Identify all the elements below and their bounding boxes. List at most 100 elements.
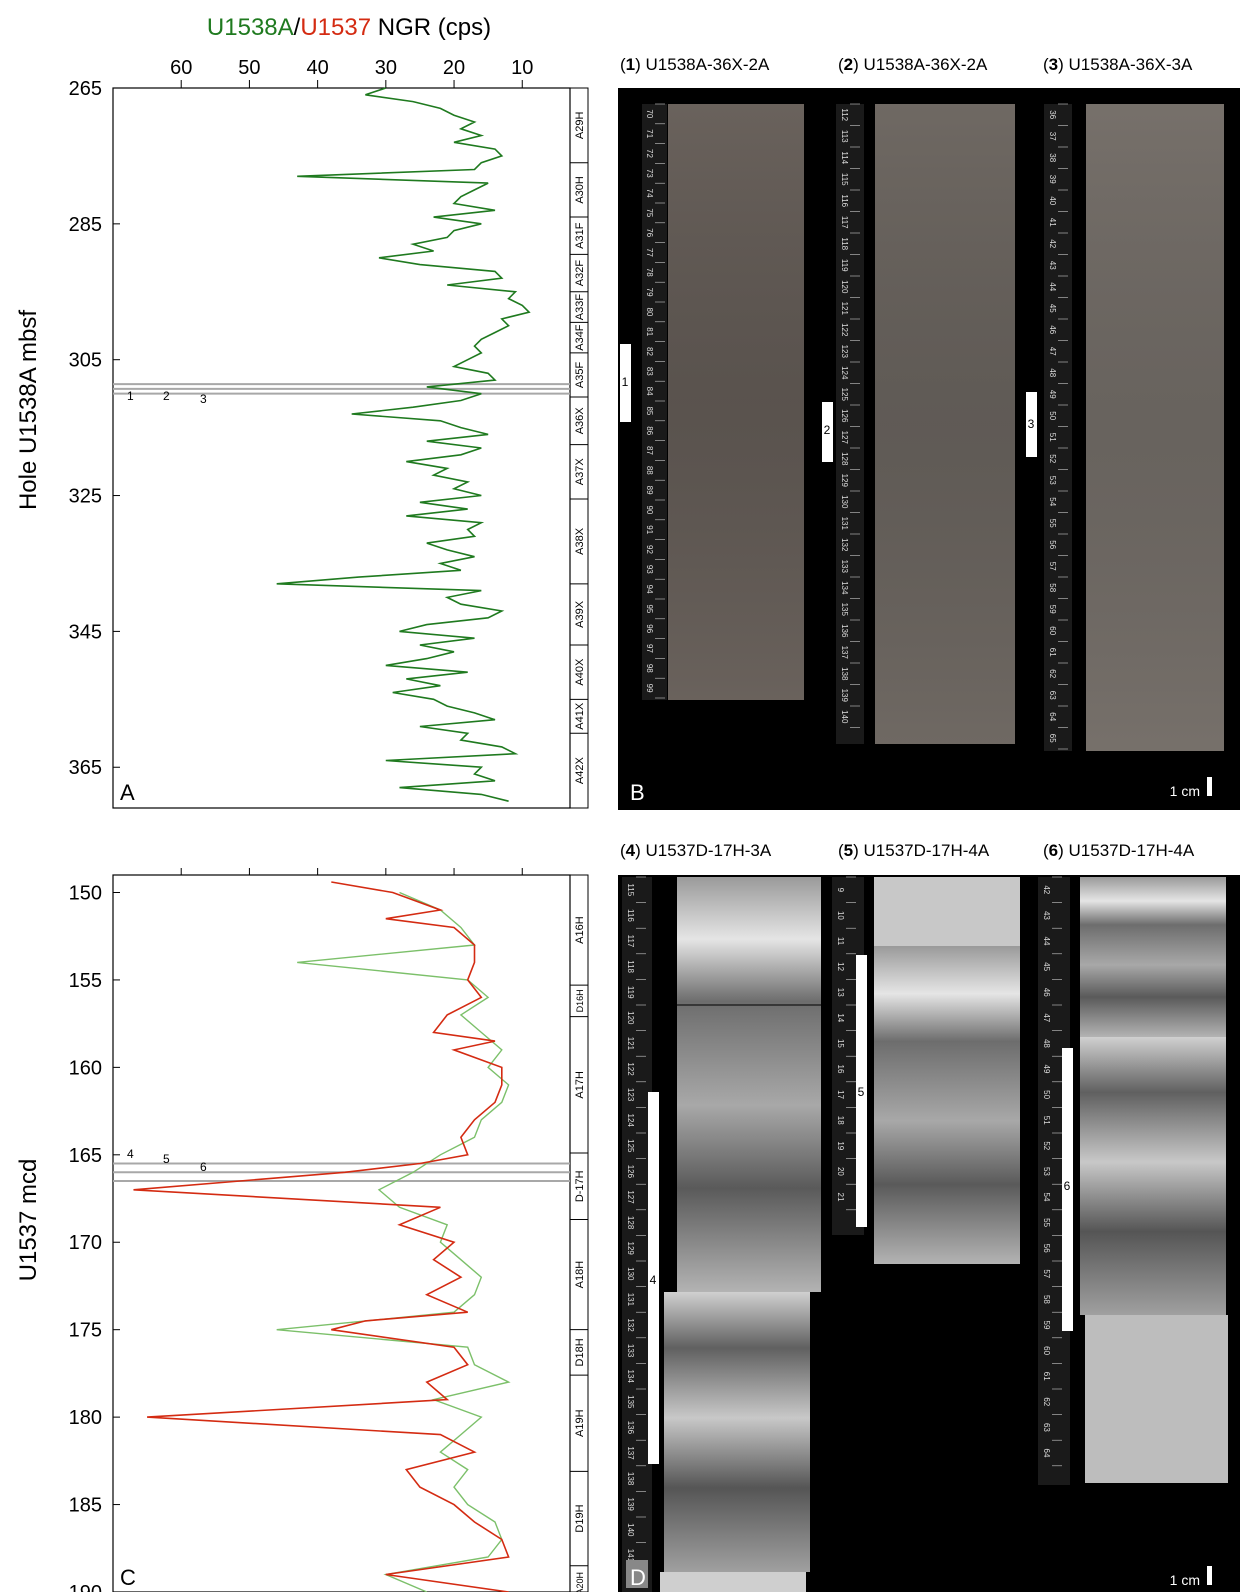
ruler-label: 55 bbox=[1048, 519, 1057, 528]
ruler-label: 128 bbox=[626, 1216, 635, 1230]
ruler-label: 120 bbox=[626, 1011, 635, 1025]
panel-c-x-ticks bbox=[180, 868, 523, 875]
x-tick-label-40: 40 bbox=[307, 57, 329, 79]
ruler-label: 138 bbox=[626, 1472, 635, 1486]
u1537-ngr-line bbox=[133, 881, 510, 1592]
ruler-label: 116 bbox=[626, 909, 635, 922]
section-title-1: (1) U1538A-36X-2A bbox=[620, 55, 770, 74]
ruler-label: 124 bbox=[626, 1114, 635, 1128]
core-label-A40X: A40X bbox=[574, 658, 586, 686]
ruler-label: 119 bbox=[626, 986, 635, 999]
ruler-label: 48 bbox=[1048, 368, 1057, 377]
ruler-label: 51 bbox=[1048, 433, 1057, 442]
y-tick-label-265: 265 bbox=[69, 78, 102, 100]
ruler-label: 121 bbox=[626, 1037, 635, 1051]
core-label-A32F: A32F bbox=[574, 260, 586, 287]
ruler-label: 115 bbox=[840, 173, 849, 186]
ruler-label: 124 bbox=[840, 366, 849, 380]
ruler-label: 115 bbox=[626, 883, 635, 896]
c-core-label-A20H: A20H bbox=[575, 1572, 585, 1592]
section-title-6: (6) U1537D-17H-4A bbox=[1043, 841, 1195, 860]
ruler-label: 95 bbox=[645, 604, 654, 613]
ruler-label: 134 bbox=[840, 581, 849, 595]
ruler-label: 140 bbox=[626, 1523, 635, 1537]
ruler-label: 44 bbox=[1048, 282, 1057, 291]
y-tick-label-305: 305 bbox=[69, 350, 102, 372]
ruler-label: 82 bbox=[645, 347, 654, 356]
interval-marker-6 bbox=[1062, 1048, 1073, 1331]
ruler-label: 58 bbox=[1048, 583, 1057, 592]
interval-marker-4 bbox=[648, 1092, 659, 1464]
core-photo-3: 36 37 38 39 40 41 42 43 44 45 46 47 48 49 50 51 52 53 54 55… bbox=[1026, 103, 1224, 751]
c-y-tick-label-160: 160 bbox=[69, 1057, 102, 1079]
ruler-label: 42 bbox=[1042, 885, 1051, 894]
section-title-2: (2) U1538A-36X-2A bbox=[838, 55, 988, 74]
core-label-A34F: A34F bbox=[574, 324, 586, 351]
ruler-label: 79 bbox=[645, 288, 654, 297]
interval-marker-3 bbox=[1026, 392, 1037, 457]
marker-label-4: 4 bbox=[127, 1147, 134, 1161]
c-y-tick-label-165: 165 bbox=[69, 1145, 102, 1167]
ruler-label: 138 bbox=[840, 667, 849, 681]
core-label-A41X: A41X bbox=[574, 702, 586, 730]
ruler-label: 131 bbox=[626, 1293, 635, 1307]
c-y-tick-label-190: 190 bbox=[69, 1582, 102, 1592]
ruler-label: 20 bbox=[836, 1167, 845, 1176]
ruler-label: 85 bbox=[645, 406, 654, 415]
ruler-label: 92 bbox=[645, 545, 654, 554]
ruler-label: 47 bbox=[1042, 1013, 1051, 1022]
title-ngr-label: NGR (cps) bbox=[371, 14, 491, 41]
ruler-label: 90 bbox=[645, 505, 654, 514]
ruler-label: 89 bbox=[645, 486, 654, 495]
x-tick-label-10: 10 bbox=[511, 57, 533, 79]
ruler-label: 81 bbox=[645, 327, 654, 336]
ruler-label: 133 bbox=[626, 1344, 635, 1358]
interval-marker-2 bbox=[822, 402, 833, 462]
ruler-label: 46 bbox=[1048, 325, 1057, 334]
core-photo-4: 115 116 117 118 119 120 121 122 123 124 125 126 127 1… bbox=[622, 876, 821, 1592]
panel-a-y-label: Hole U1538A mbsf bbox=[15, 310, 42, 510]
ruler-label: 62 bbox=[1048, 669, 1057, 678]
ruler-label: 78 bbox=[645, 268, 654, 277]
ruler-label: 137 bbox=[840, 646, 849, 660]
ruler-label: 50 bbox=[1048, 411, 1057, 420]
x-tick-label-30: 30 bbox=[375, 57, 397, 79]
ruler-label: 99 bbox=[645, 684, 654, 693]
ruler-label: 48 bbox=[1042, 1039, 1051, 1048]
panel-c-markers: 4 5 6 bbox=[113, 1147, 570, 1183]
x-tick-label-60: 60 bbox=[170, 57, 192, 79]
ruler-label: 11 bbox=[836, 937, 845, 946]
ruler-label: 15 bbox=[836, 1039, 845, 1048]
panel-c: 150 155 160 165 170 175 180 185 190 A16H D16H A17H… bbox=[15, 868, 589, 1592]
ruler-label: 51 bbox=[1042, 1116, 1051, 1125]
ruler-label: 113 bbox=[840, 130, 849, 143]
title-u1537: U1537 bbox=[300, 14, 371, 41]
ruler-label: 129 bbox=[626, 1242, 635, 1256]
interval-label-6: 6 bbox=[1064, 1179, 1071, 1193]
x-tick-label-20: 20 bbox=[443, 57, 465, 79]
ruler-label: 63 bbox=[1048, 691, 1057, 700]
ruler-label: 42 bbox=[1048, 239, 1057, 248]
title-u1538a: U1538A bbox=[207, 14, 294, 41]
c-core-label-A17H: A17H bbox=[574, 1071, 586, 1099]
ruler-label: 45 bbox=[1042, 962, 1051, 971]
title-separator: / bbox=[294, 14, 301, 41]
interval-label-1: 1 bbox=[622, 375, 629, 389]
ruler-label: 57 bbox=[1048, 562, 1057, 571]
ruler-label: 132 bbox=[840, 538, 849, 552]
core-label-A39X: A39X bbox=[574, 600, 586, 628]
ruler-label: 117 bbox=[626, 935, 635, 948]
ruler-label: 122 bbox=[840, 323, 849, 337]
ruler-label: 129 bbox=[840, 474, 849, 488]
ruler-label: 71 bbox=[645, 129, 654, 138]
ruler-label: 56 bbox=[1042, 1244, 1051, 1253]
ruler-label: 59 bbox=[1048, 605, 1057, 614]
panel-d-section-titles: (4) U1537D-17H-3A (5) U1537D-17H-4A (6) … bbox=[620, 841, 1195, 860]
ruler-label: 97 bbox=[645, 644, 654, 653]
c-core-label-A19H: A19H bbox=[574, 1409, 586, 1437]
ruler-label: 49 bbox=[1042, 1065, 1051, 1074]
ruler-label: 73 bbox=[645, 169, 654, 178]
ruler-label: 77 bbox=[645, 248, 654, 257]
core-label-A29H: A29H bbox=[574, 112, 586, 140]
interval-label-4: 4 bbox=[650, 1273, 657, 1287]
